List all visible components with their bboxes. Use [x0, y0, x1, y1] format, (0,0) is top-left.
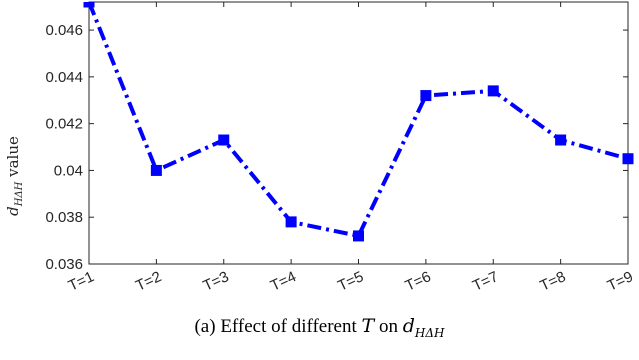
data-point: [555, 134, 567, 146]
y-tick-label: 0.036: [45, 256, 83, 273]
data-point: [285, 216, 297, 228]
caption-sub: HΔH: [414, 325, 445, 340]
data-point: [487, 85, 499, 97]
y-axis: 0.036 0.038 0.04 0.042 0.044 0.046: [45, 22, 628, 273]
data-point: [353, 230, 364, 242]
x-tick-label: T=9: [605, 268, 636, 295]
data-point: [622, 153, 634, 165]
y-axis-label: dHΔH value: [4, 136, 25, 216]
plot-frame: [88, 1, 629, 265]
y-tick-label: 0.038: [45, 209, 83, 226]
x-tick-label: T=6: [403, 268, 434, 295]
y-tick-label: 0.046: [45, 22, 83, 39]
x-tick-label: T=8: [537, 268, 568, 295]
data-point: [83, 2, 95, 8]
caption-prefix: (a) Effect of different: [194, 316, 362, 337]
figure-caption: (a) Effect of different T on dHΔH: [0, 315, 639, 340]
data-point: [150, 164, 162, 176]
data-point: [420, 90, 432, 102]
x-tick-label: T=3: [200, 268, 231, 295]
series-line: [87, 2, 629, 238]
y-tick-label: 0.044: [45, 69, 83, 86]
series-group: [83, 2, 634, 242]
data-point: [218, 134, 230, 146]
caption-sym: d: [402, 315, 415, 337]
caption-var: T: [361, 315, 375, 337]
x-tick-label: T=5: [335, 268, 366, 295]
series-layer: [83, 2, 634, 242]
plot-area: [88, 1, 629, 265]
x-tick-label: T=7: [470, 268, 501, 295]
caption-middle: on: [374, 316, 403, 337]
y-tick-label: 0.04: [54, 162, 83, 179]
y-tick-label: 0.042: [45, 116, 83, 133]
x-tick-label: T=4: [268, 268, 299, 295]
x-tick-label: T=2: [133, 268, 164, 295]
